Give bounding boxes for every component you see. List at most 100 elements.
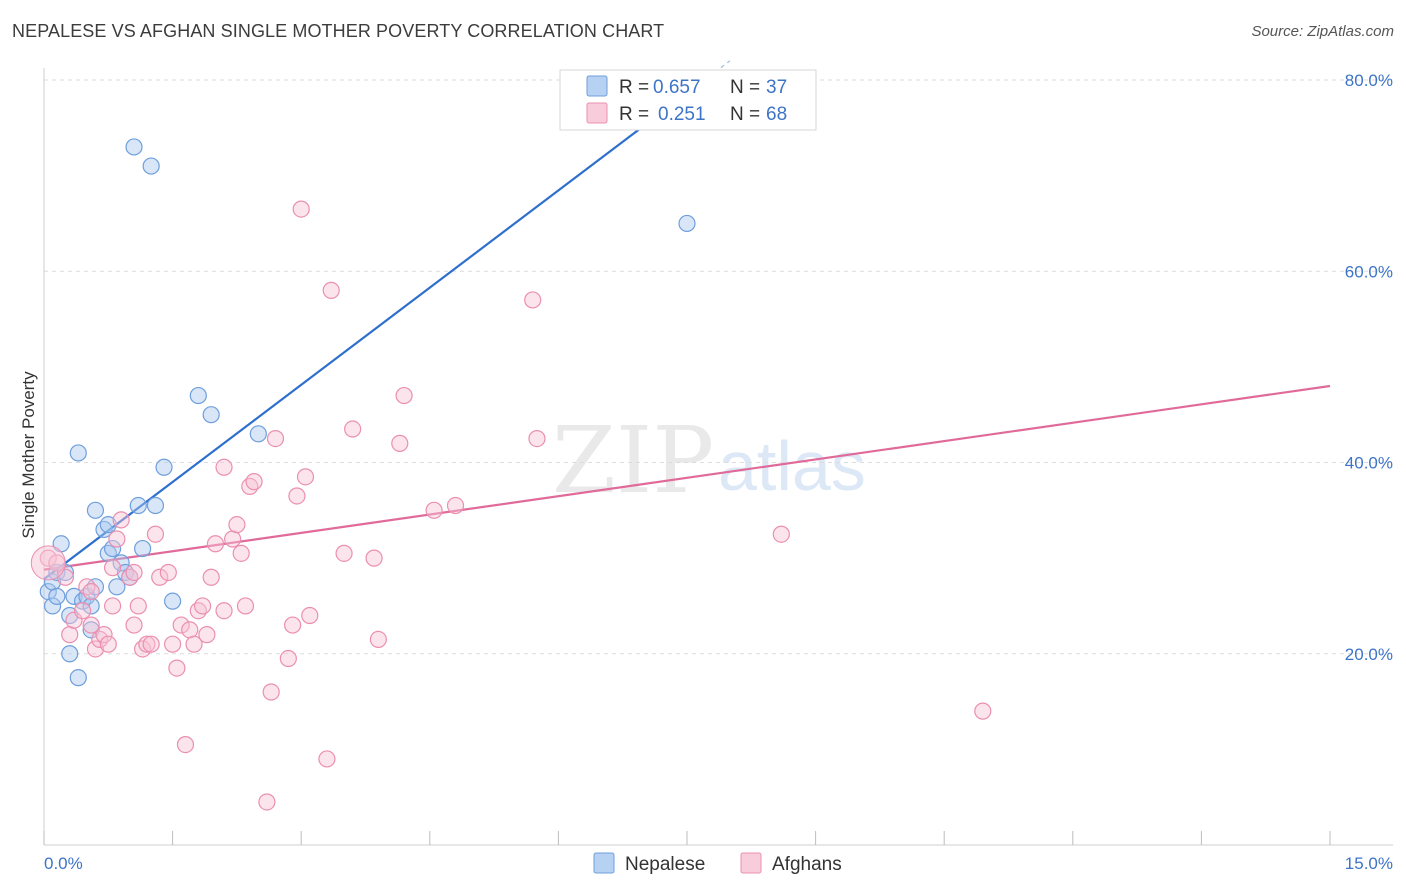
nepalese-point xyxy=(48,587,66,605)
nepalese-trend-line xyxy=(43,105,671,581)
afghans-point xyxy=(296,468,315,486)
afghans-point xyxy=(228,516,246,534)
legend-swatch-afghans xyxy=(586,102,608,124)
bottom-legend: Nepalese Afghans xyxy=(593,852,842,875)
watermark-zip: ZIP xyxy=(552,407,714,514)
axes xyxy=(43,68,1393,846)
afghans-point xyxy=(181,621,199,639)
nepalese-point xyxy=(164,592,182,610)
legend-n-value-nepalese: 37 xyxy=(766,77,787,98)
x-tick-label-max: 15.0% xyxy=(1345,854,1393,873)
afghans-point xyxy=(279,649,297,668)
nepalese-point xyxy=(103,539,122,558)
afghans-point xyxy=(446,496,465,515)
nepalese-point xyxy=(142,157,160,175)
afghans-cluster-point xyxy=(30,545,66,581)
legend-n-label-nepalese: N = xyxy=(730,77,760,98)
afghans-point xyxy=(202,568,220,586)
afghans-point xyxy=(528,429,546,448)
afghans-point xyxy=(159,563,177,582)
afghans-point xyxy=(82,582,100,601)
nepalese-point xyxy=(65,587,83,605)
afghans-point xyxy=(262,683,280,701)
afghans-point xyxy=(236,597,255,615)
afghans-point xyxy=(284,616,302,634)
afghans-point xyxy=(224,530,242,548)
afghans-point xyxy=(112,511,130,529)
nepalese-point xyxy=(133,539,152,558)
afghans-point xyxy=(369,630,387,649)
afghans-point xyxy=(318,750,336,768)
afghans-point xyxy=(142,635,160,653)
legend-swatch-nepalese xyxy=(586,75,608,97)
trend-lines xyxy=(43,60,1331,581)
afghans-point xyxy=(301,606,319,625)
grid xyxy=(44,79,1393,655)
nepalese-point xyxy=(202,406,220,424)
bottom-legend-label-afghans: Afghans xyxy=(772,854,842,875)
afghans-point xyxy=(185,635,203,653)
nepalese-point xyxy=(155,458,173,476)
afghans-point xyxy=(425,501,443,519)
nepalese-point xyxy=(43,597,62,615)
legend-r-label-nepalese: R = xyxy=(619,77,649,98)
y-axis-label: Single Mother Poverty xyxy=(19,371,38,539)
afghans-point xyxy=(335,544,353,562)
afghans-point xyxy=(61,626,79,644)
afghans-point xyxy=(232,544,250,562)
nepalese-point xyxy=(69,669,87,687)
afghans-point xyxy=(344,420,362,438)
afghans-point xyxy=(524,291,542,309)
chart-title: NEPALESE VS AFGHAN SINGLE MOTHER POVERTY… xyxy=(12,21,665,41)
nepalese-point xyxy=(146,496,165,515)
afghans-point xyxy=(103,597,122,615)
afghans-point xyxy=(172,616,190,634)
afghans-point xyxy=(108,530,126,548)
afghans-point xyxy=(391,434,409,452)
tick-labels: 20.0% 40.0% 60.0% 80.0% 0.0% 15.0% xyxy=(44,71,1393,873)
afghans-point xyxy=(266,429,285,448)
afghans-point xyxy=(198,626,216,644)
nepalese-point xyxy=(69,444,87,462)
afghans-point xyxy=(129,597,147,615)
afghans-point xyxy=(395,386,413,405)
nepalese-point xyxy=(108,578,126,596)
x-tick-label-min: 0.0% xyxy=(44,854,83,873)
afghans-point xyxy=(103,559,122,577)
afghans-point xyxy=(168,659,186,677)
afghans-point xyxy=(99,635,117,653)
nepalese-point xyxy=(678,214,696,233)
bottom-legend-label-nepalese: Nepalese xyxy=(625,854,705,875)
legend-n-value-afghans: 68 xyxy=(766,104,787,125)
afghans-point xyxy=(164,635,182,653)
nepalese-point xyxy=(61,645,79,663)
nepalese-point xyxy=(249,425,267,443)
afghans-point xyxy=(138,635,156,653)
afghans-point xyxy=(65,611,83,629)
legend-n-label-afghans: N = xyxy=(730,104,760,125)
nepalese-point xyxy=(112,554,130,572)
legend: R = 0.657 N = 37 R = 0.251 N = 68 xyxy=(559,69,817,131)
afghans-point xyxy=(322,281,340,299)
afghans-point xyxy=(288,487,306,505)
y-tick-label-80: 80.0% xyxy=(1345,71,1393,90)
watermark: ZIP atlas xyxy=(552,407,866,514)
nepalese-point xyxy=(189,386,207,405)
legend-r-value-nepalese: 0.657 xyxy=(653,77,701,98)
legend-r-value-afghans: 0.251 xyxy=(658,104,706,125)
afghans-trend-line xyxy=(43,384,1331,571)
afghans-point xyxy=(772,525,790,543)
afghans-point xyxy=(176,735,195,754)
afghans-point xyxy=(73,602,92,620)
afghans-point xyxy=(125,563,143,582)
data-points xyxy=(30,138,992,811)
bottom-legend-swatch-nepalese xyxy=(593,852,615,874)
legend-r-label-afghans: R = xyxy=(619,104,649,125)
y-tick-label-20: 20.0% xyxy=(1345,645,1393,664)
afghans-point xyxy=(974,702,992,720)
nepalese-point xyxy=(82,597,100,615)
afghans-point xyxy=(86,640,105,658)
nepalese-point xyxy=(82,621,100,639)
nepalese-point xyxy=(129,496,147,515)
y-tick-label-60: 60.0% xyxy=(1345,262,1393,281)
